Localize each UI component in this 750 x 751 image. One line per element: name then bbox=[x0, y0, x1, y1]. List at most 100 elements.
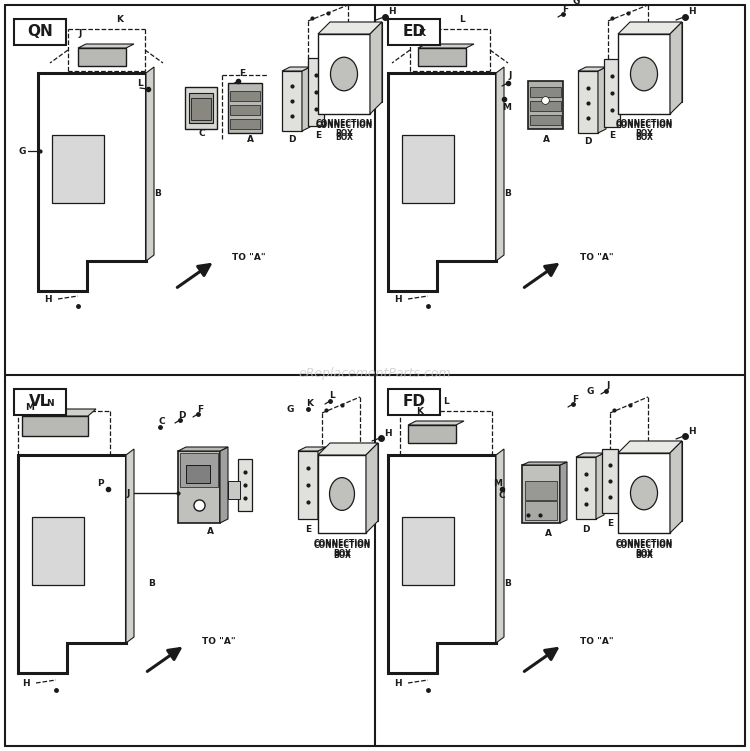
Text: BOX: BOX bbox=[333, 550, 351, 559]
Polygon shape bbox=[366, 443, 378, 533]
Text: VL: VL bbox=[29, 394, 51, 409]
Polygon shape bbox=[408, 421, 464, 425]
Text: C: C bbox=[499, 490, 506, 499]
Bar bbox=[402, 517, 454, 585]
Text: L: L bbox=[137, 79, 142, 88]
Text: G: G bbox=[286, 405, 294, 414]
Bar bbox=[185, 87, 217, 129]
Text: D: D bbox=[582, 524, 590, 533]
Text: CONNECTION: CONNECTION bbox=[615, 119, 673, 128]
Text: H: H bbox=[688, 427, 696, 436]
Text: J: J bbox=[606, 381, 610, 390]
Text: CONNECTION: CONNECTION bbox=[315, 122, 373, 131]
Polygon shape bbox=[618, 453, 670, 533]
Text: CONNECTION: CONNECTION bbox=[314, 541, 370, 550]
Bar bbox=[32, 517, 84, 585]
Text: A: A bbox=[206, 526, 214, 535]
Polygon shape bbox=[330, 443, 378, 521]
Polygon shape bbox=[22, 416, 88, 436]
Polygon shape bbox=[418, 44, 474, 48]
Polygon shape bbox=[178, 447, 228, 451]
Text: BOX: BOX bbox=[635, 129, 653, 138]
Polygon shape bbox=[522, 462, 567, 465]
Bar bbox=[14, 389, 66, 415]
Ellipse shape bbox=[331, 57, 358, 91]
Bar bbox=[402, 135, 454, 203]
Text: A: A bbox=[542, 134, 550, 143]
Text: F: F bbox=[197, 405, 203, 414]
Polygon shape bbox=[560, 462, 567, 523]
Polygon shape bbox=[670, 441, 682, 533]
Bar bbox=[525, 481, 557, 500]
Bar bbox=[186, 465, 210, 483]
Text: G: G bbox=[586, 387, 594, 396]
Text: D: D bbox=[178, 411, 186, 420]
Polygon shape bbox=[630, 441, 682, 521]
Text: P: P bbox=[97, 478, 104, 487]
Text: FD: FD bbox=[403, 394, 425, 409]
Polygon shape bbox=[178, 451, 220, 523]
Text: L: L bbox=[459, 14, 465, 23]
Text: J: J bbox=[509, 71, 512, 80]
Bar bbox=[14, 19, 66, 45]
Text: K: K bbox=[116, 14, 124, 23]
Ellipse shape bbox=[329, 478, 355, 511]
Text: H: H bbox=[384, 429, 392, 438]
Polygon shape bbox=[388, 73, 496, 291]
Text: CONNECTION: CONNECTION bbox=[615, 122, 673, 131]
Text: D: D bbox=[288, 134, 296, 143]
Polygon shape bbox=[596, 453, 604, 519]
Text: M: M bbox=[503, 102, 512, 111]
Polygon shape bbox=[618, 22, 682, 34]
Polygon shape bbox=[576, 453, 604, 457]
Text: ED: ED bbox=[403, 25, 425, 40]
Polygon shape bbox=[298, 447, 326, 451]
Text: F: F bbox=[562, 5, 568, 14]
Polygon shape bbox=[408, 425, 456, 443]
Polygon shape bbox=[388, 455, 496, 673]
Bar bbox=[530, 115, 561, 125]
Polygon shape bbox=[318, 455, 366, 533]
Text: K: K bbox=[419, 29, 425, 38]
Polygon shape bbox=[418, 48, 466, 66]
Text: K: K bbox=[307, 399, 314, 408]
Polygon shape bbox=[282, 71, 302, 131]
Text: E: E bbox=[315, 131, 321, 140]
Text: CONNECTION: CONNECTION bbox=[615, 538, 673, 547]
Text: F: F bbox=[239, 70, 245, 79]
Text: J: J bbox=[78, 29, 82, 38]
Polygon shape bbox=[318, 22, 382, 34]
Polygon shape bbox=[308, 58, 324, 126]
Text: BOX: BOX bbox=[335, 129, 353, 138]
Ellipse shape bbox=[631, 57, 658, 91]
Text: H: H bbox=[22, 678, 30, 687]
Bar bbox=[230, 105, 260, 115]
Polygon shape bbox=[522, 465, 560, 523]
Bar bbox=[180, 453, 218, 487]
Polygon shape bbox=[604, 59, 620, 127]
Polygon shape bbox=[496, 449, 504, 643]
Bar bbox=[388, 19, 440, 45]
Bar bbox=[388, 389, 440, 415]
Text: CONNECTION: CONNECTION bbox=[615, 541, 673, 550]
Text: B: B bbox=[505, 189, 512, 198]
Text: BOX: BOX bbox=[335, 132, 353, 141]
Text: G: G bbox=[572, 0, 580, 5]
Polygon shape bbox=[318, 447, 326, 519]
Polygon shape bbox=[578, 71, 598, 133]
Text: E: E bbox=[609, 131, 615, 140]
Text: C: C bbox=[199, 129, 206, 138]
Text: E: E bbox=[607, 518, 613, 527]
Polygon shape bbox=[146, 67, 154, 261]
Polygon shape bbox=[578, 67, 606, 71]
Polygon shape bbox=[228, 83, 262, 133]
Polygon shape bbox=[18, 455, 126, 673]
Text: BOX: BOX bbox=[635, 550, 653, 559]
Bar bbox=[530, 101, 561, 111]
Text: TO "A": TO "A" bbox=[232, 252, 266, 261]
Text: E: E bbox=[305, 524, 311, 533]
Bar bbox=[228, 481, 240, 499]
Bar bbox=[191, 98, 211, 120]
Text: C: C bbox=[159, 417, 165, 426]
Polygon shape bbox=[670, 22, 682, 114]
